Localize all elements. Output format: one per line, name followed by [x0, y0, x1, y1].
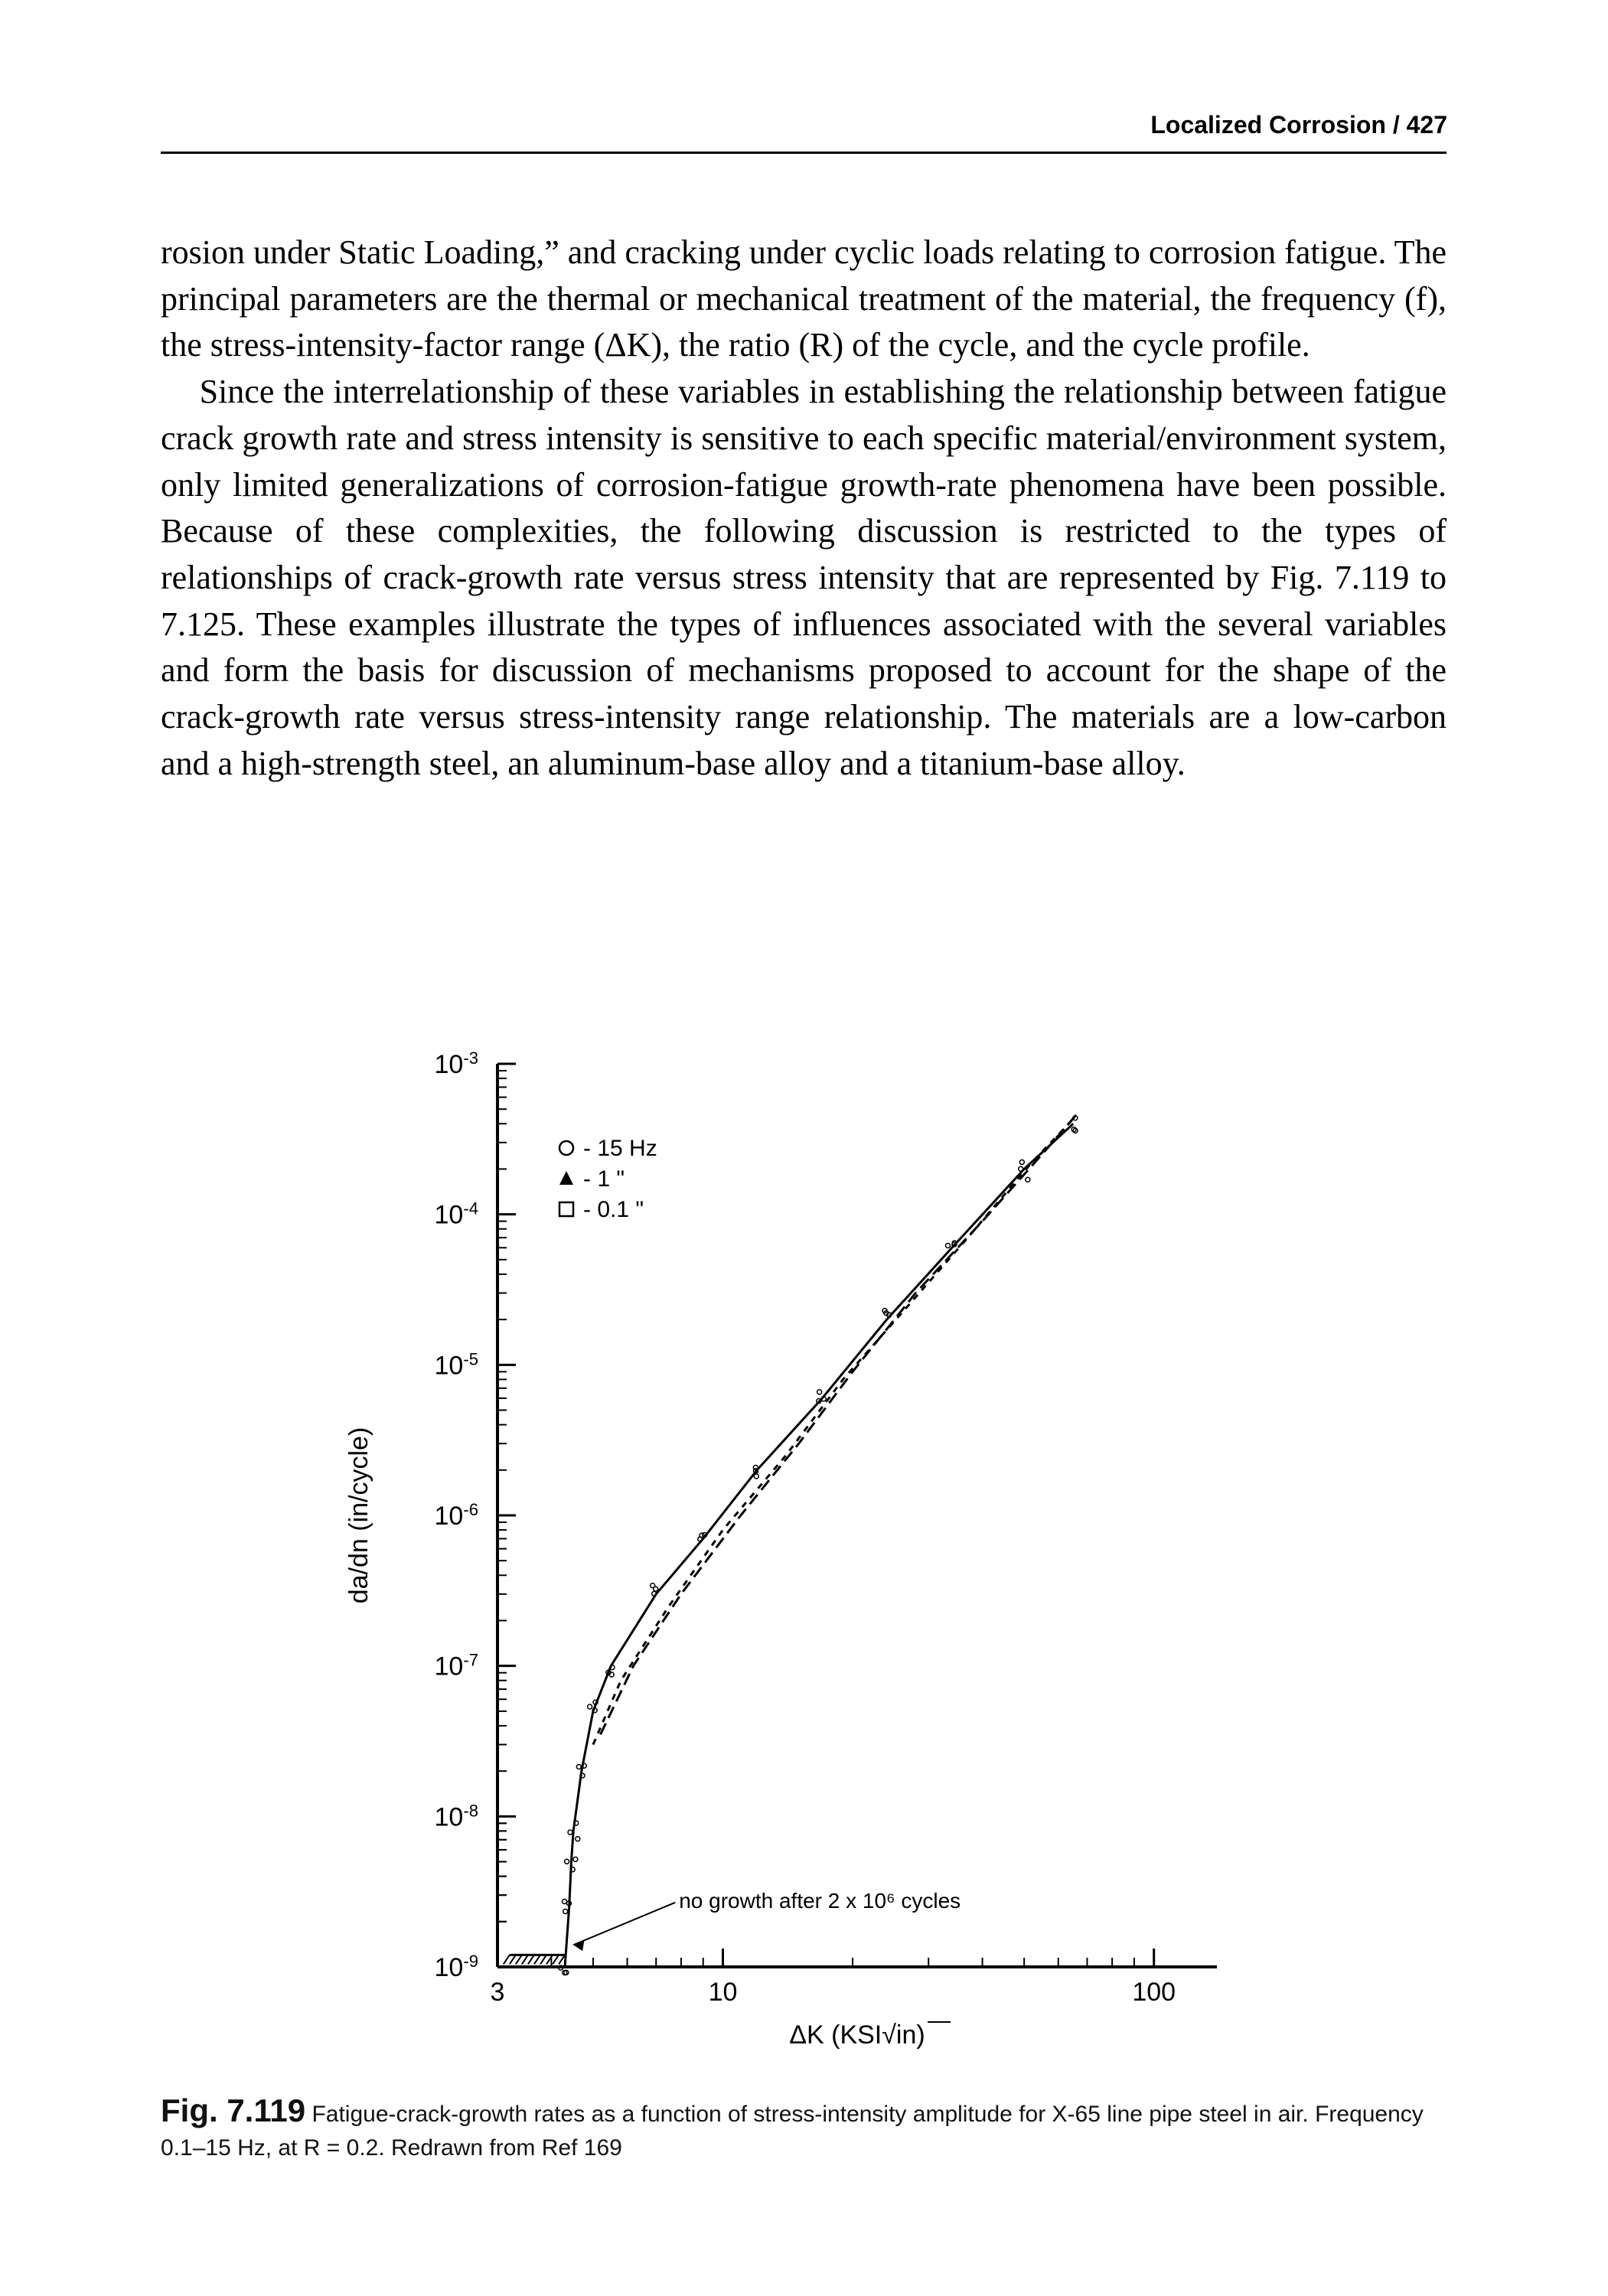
header-rule — [161, 152, 1447, 154]
svg-text:- 1 ": - 1 " — [583, 1166, 625, 1192]
running-head: Localized Corrosion / 427 — [1150, 111, 1447, 139]
svg-text:ΔK (KSI√in): ΔK (KSI√in) — [789, 2020, 925, 2050]
figure-caption-text: Fatigue-crack-growth rates as a function… — [161, 2102, 1424, 2161]
svg-text:10-5: 10-5 — [435, 1349, 478, 1381]
paragraph-1: rosion under Static Loading,” and cracki… — [161, 230, 1447, 369]
figure-7-119: 10-3 10-4 10-5 10-6 10-7 10-8 10-9 3 10 100 ΔK (KS… — [298, 1033, 1309, 2074]
svg-text:100: 100 — [1132, 1978, 1176, 2007]
svg-text:10-9: 10-9 — [435, 1952, 478, 1983]
svg-text:10: 10 — [709, 1978, 738, 2007]
svg-text:3: 3 — [491, 1978, 505, 2007]
svg-text:10-7: 10-7 — [435, 1650, 478, 1681]
svg-text:no growth after 2 x 10⁶ cycle: no growth after 2 x 10⁶ cycles — [679, 1889, 961, 1913]
svg-text:10-8: 10-8 — [435, 1801, 478, 1832]
svg-text:10-4: 10-4 — [435, 1199, 478, 1230]
figure-caption: Fig. 7.119 Fatigue-crack-growth rates as… — [161, 2089, 1447, 2164]
svg-text:10-6: 10-6 — [435, 1500, 478, 1531]
paragraph-2: Since the interrelationship of these var… — [161, 369, 1447, 787]
svg-text:- 15 Hz: - 15 Hz — [583, 1136, 657, 1161]
page: Localized Corrosion / 427 rosion under S… — [0, 0, 1608, 2296]
body-text: rosion under Static Loading,” and cracki… — [161, 230, 1447, 788]
svg-text:da/dn (in/cycle): da/dn (in/cycle) — [344, 1427, 373, 1604]
svg-text:10-3: 10-3 — [435, 1049, 478, 1080]
figure-number: Fig. 7.119 — [161, 2092, 305, 2128]
svg-text:- 0.1 ": - 0.1 " — [583, 1197, 644, 1222]
